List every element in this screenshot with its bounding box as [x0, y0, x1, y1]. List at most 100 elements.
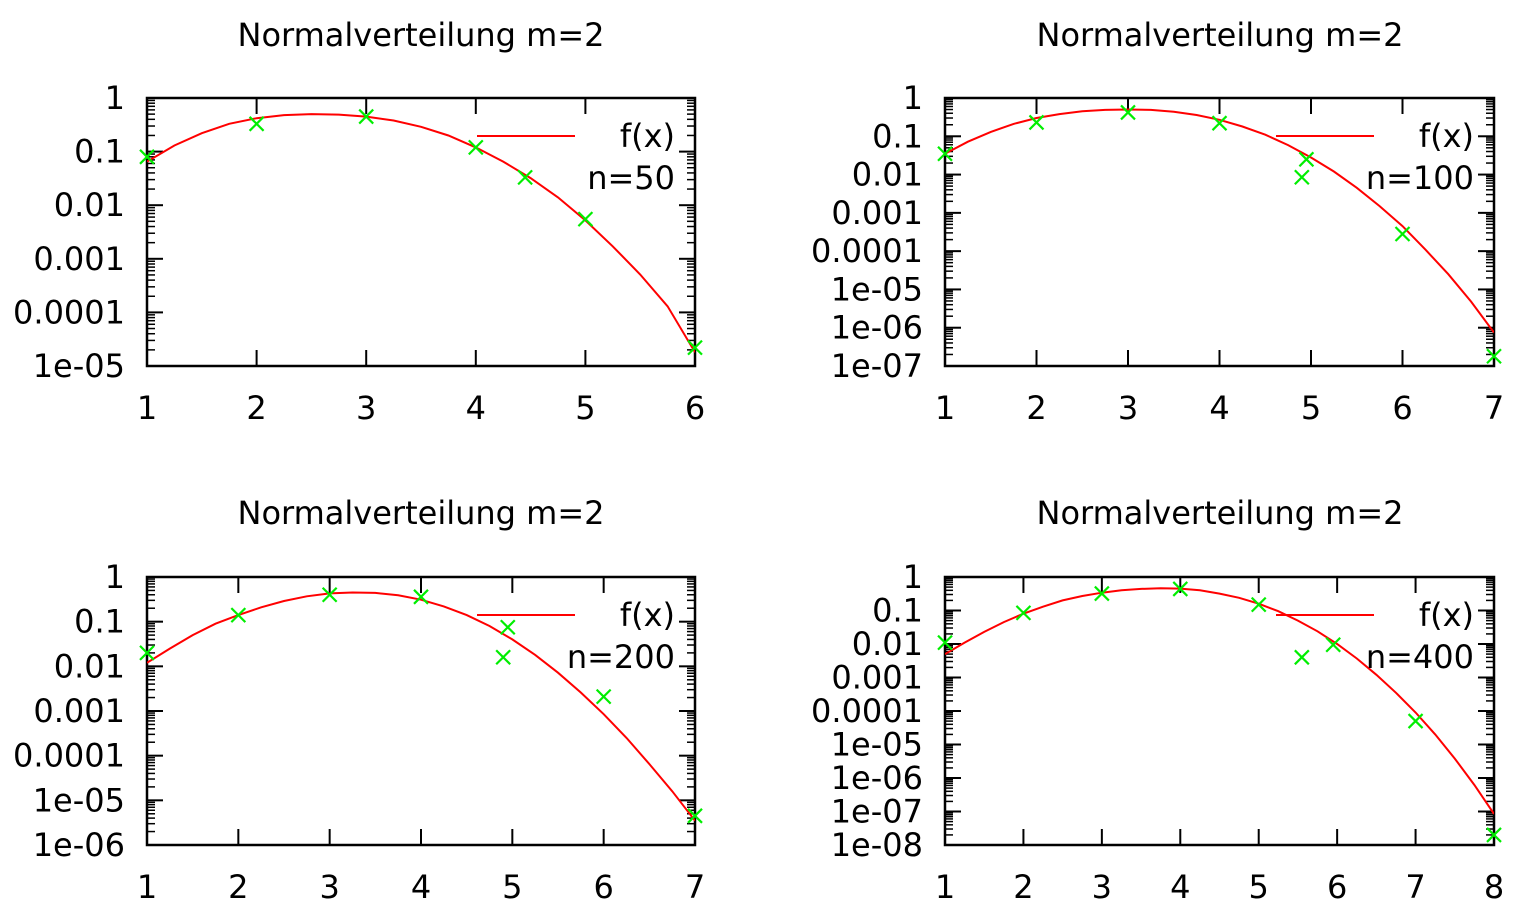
x-tick-label: 3: [1092, 868, 1112, 906]
x-tick-label: 6: [1392, 389, 1412, 427]
chart-panel-2: Normalverteilung m=21 2 3 4 5 6 710.10.010.001…: [811, 16, 1504, 427]
data-point-marker: [1211, 115, 1228, 131]
x-tick-label: 2: [246, 389, 266, 427]
y-tick-label: 1e-07: [831, 347, 923, 385]
plot-area: [147, 113, 695, 353]
data-point-marker: [687, 808, 703, 824]
data-point-marker: [937, 634, 953, 651]
x-tick-label: 1: [935, 868, 955, 906]
data-point-marker: [595, 688, 612, 705]
x-tick-label: 4: [1170, 868, 1190, 906]
x-tick-label: 7: [685, 868, 705, 906]
data-point-marker: [1250, 596, 1267, 613]
chart-panel-1: Normalverteilung m=2 1 2 3 4 5 6 1 0.1 0.01 0.001 0…: [13, 16, 705, 427]
legend-label: n=400: [1366, 638, 1474, 676]
x-tick-label: 7: [1484, 389, 1504, 427]
x-tick-label: 6: [593, 868, 613, 906]
data-point-marker: [248, 116, 265, 132]
x-tick-label: 5: [1301, 389, 1321, 427]
series-line-fx: [147, 113, 695, 353]
data-point-marker: [687, 339, 703, 356]
data-point-marker: [1394, 226, 1411, 242]
x-tick-label: 3: [319, 868, 339, 906]
data-point-marker: [1015, 605, 1032, 621]
x-tick-label: 2: [1013, 868, 1033, 906]
chart-title: Normalverteilung m=2: [1037, 16, 1404, 54]
x-tick-label: 3: [356, 389, 376, 427]
plot-frame: [145, 96, 697, 368]
data-point-marker: [1407, 713, 1424, 729]
data-point-marker: [1120, 104, 1136, 121]
data-point-marker: [139, 149, 155, 165]
y-tick-label: 0.001: [33, 240, 125, 278]
y-tick-label: 1: [903, 79, 923, 117]
data-point-marker: [358, 108, 374, 125]
y-tick-label: 0.1: [872, 117, 923, 155]
legend-label: f(x): [1419, 117, 1474, 155]
plot-area: [945, 587, 1494, 815]
plot-area: [147, 591, 695, 822]
legend-label: n=100: [1366, 159, 1474, 197]
data-point-marker: [321, 586, 338, 603]
x-tick-label: 5: [1249, 868, 1269, 906]
y-tick-label: 0.01: [54, 186, 125, 224]
data-point-marker: [1028, 114, 1045, 131]
y-tick-label: 1: [903, 558, 923, 596]
y-tick-label: 0.01: [54, 647, 125, 685]
chart-title: Normalverteilung m=2: [238, 16, 605, 54]
y-tick-label: 1e-06: [831, 309, 923, 347]
y-tick-label: 0.1: [74, 603, 125, 641]
x-tick-label: 5: [575, 389, 595, 427]
x-tick-label: 1: [935, 389, 955, 427]
x-tick-label: 8: [1484, 868, 1504, 906]
legend-label: n=50: [587, 159, 675, 197]
y-tick-label: 0.1: [872, 592, 923, 630]
x-tick-label: 1: [137, 389, 157, 427]
legend-label: f(x): [620, 117, 675, 155]
y-tick-label: 1e-07: [831, 793, 923, 831]
data-point-marker: [1486, 348, 1502, 365]
y-tick-label: 1e-06: [33, 826, 125, 864]
y-tick-label: 0.0001: [13, 293, 125, 331]
plot-area: [945, 108, 1494, 334]
y-tick-label: 1e-06: [831, 759, 923, 797]
x-tick-label: 4: [466, 389, 486, 427]
data-point-marker: [1294, 649, 1310, 666]
chart-panel-4: Normalverteilung m=21 2 3 4 5 6 7 810.10.010.00…: [811, 494, 1504, 906]
data-point-marker: [413, 589, 429, 605]
x-tick-label: 6: [1327, 868, 1347, 906]
x-tick-label: 4: [411, 868, 431, 906]
data-point-marker: [499, 619, 516, 636]
data-point-marker: [468, 139, 484, 156]
y-tick-label: 0.0001: [811, 232, 923, 270]
x-tick-label: 7: [1405, 868, 1425, 906]
y-tick-label: 0.001: [33, 692, 125, 730]
series-line-fx: [147, 591, 695, 822]
data-point-marker: [230, 607, 247, 623]
plot-frame: [145, 575, 697, 847]
y-tick-label: 0.001: [831, 659, 923, 697]
series-line-fx: [945, 587, 1494, 815]
y-tick-label: 0.001: [831, 194, 923, 232]
data-point-marker: [1094, 585, 1110, 602]
y-tick-label: 1e-08: [831, 826, 923, 864]
y-tick-label: 1e-05: [33, 347, 125, 385]
y-tick-label: 1e-05: [33, 781, 125, 819]
data-point-marker: [937, 145, 953, 162]
data-point-marker: [139, 645, 155, 661]
data-point-marker: [1172, 581, 1189, 597]
data-point-marker: [517, 169, 533, 186]
data-point-marker: [495, 649, 511, 665]
x-tick-label: 4: [1209, 389, 1229, 427]
legend-label: f(x): [1419, 596, 1474, 634]
x-tick-label: 6: [685, 389, 705, 427]
x-tick-label: 1: [137, 868, 157, 906]
data-point-marker: [1325, 636, 1341, 653]
legend-label: f(x): [620, 596, 675, 634]
y-tick-label: 0.01: [852, 156, 923, 194]
y-tick-label: 0.01: [852, 625, 923, 663]
x-tick-label: 3: [1118, 389, 1138, 427]
y-tick-label: 1: [105, 558, 125, 596]
x-tick-label: 5: [502, 868, 522, 906]
